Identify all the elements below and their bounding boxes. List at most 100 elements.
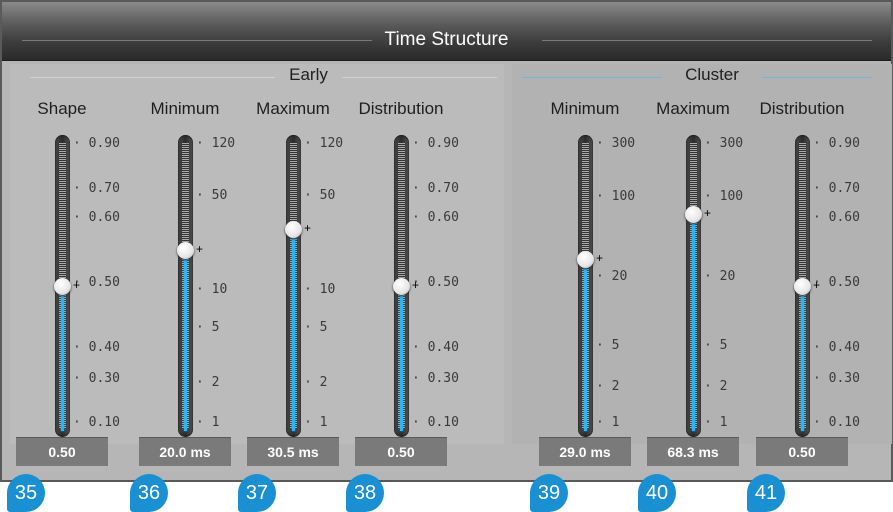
scale-tick-label: · 0.70 bbox=[73, 181, 120, 196]
early-divider-left bbox=[30, 77, 275, 78]
callout-badge: 39 bbox=[530, 474, 568, 512]
scale-tick-label: · 0.60 bbox=[73, 210, 120, 225]
current-value-marker: + bbox=[412, 278, 420, 292]
current-value-marker: + bbox=[813, 278, 821, 292]
cluster-section bbox=[512, 64, 892, 444]
fader-level-fill bbox=[292, 228, 295, 431]
callout-badge: 41 bbox=[747, 474, 785, 512]
scale-tick-label: · 2 bbox=[196, 375, 220, 390]
scale-tick-label: · 0.10 bbox=[412, 415, 459, 430]
cluster-divider-left bbox=[522, 77, 662, 78]
current-value-marker: + bbox=[304, 220, 312, 235]
fader-knob[interactable] bbox=[794, 278, 811, 295]
callout-badge: 40 bbox=[638, 474, 676, 512]
cluster-divider-right bbox=[762, 77, 872, 78]
early-section bbox=[10, 64, 504, 444]
scale-tick-label: · 10 bbox=[196, 282, 228, 297]
scale-tick-label: · 0.10 bbox=[813, 415, 860, 430]
fader-level-fill bbox=[801, 286, 804, 431]
fader-label: Distribution bbox=[358, 99, 444, 118]
scale-tick-label: · 100 bbox=[596, 189, 636, 204]
scale-tick-label: · 0.70 bbox=[813, 181, 860, 196]
fader-track[interactable] bbox=[578, 135, 593, 437]
fader-label: Distribution bbox=[759, 99, 845, 118]
fader-level-fill bbox=[400, 286, 403, 431]
fader-knob[interactable] bbox=[577, 250, 594, 268]
current-value-marker: + bbox=[596, 250, 604, 265]
callout-badge: 35 bbox=[7, 474, 45, 512]
current-value-marker: + bbox=[196, 241, 204, 256]
scale-tick-label: · 120 bbox=[196, 136, 236, 151]
value-display[interactable]: 20.0 ms bbox=[139, 437, 231, 466]
early-divider-right bbox=[342, 77, 497, 78]
value-display[interactable]: 29.0 ms bbox=[539, 437, 631, 466]
cluster-section-title: Cluster bbox=[685, 65, 739, 84]
scale-tick-label: · 10 bbox=[304, 282, 336, 297]
fader-label: Maximum bbox=[656, 99, 730, 118]
current-value-marker: + bbox=[704, 205, 712, 220]
scale-tick-label: · 20 bbox=[704, 269, 736, 284]
value-display[interactable]: 0.50 bbox=[16, 437, 108, 466]
callout-badge: 36 bbox=[130, 474, 168, 512]
fader-track[interactable] bbox=[286, 135, 301, 437]
fader-level-fill bbox=[61, 286, 64, 431]
callout-badge: 38 bbox=[346, 474, 384, 512]
value-display[interactable]: 68.3 ms bbox=[647, 437, 739, 466]
fader-knob[interactable] bbox=[685, 205, 702, 223]
scale-tick-label: · 0.60 bbox=[412, 210, 459, 225]
scale-tick-label: · 2 bbox=[704, 379, 728, 394]
scale-tick-label: · 0.10 bbox=[73, 415, 120, 430]
scale-tick-label: · 0.50 bbox=[73, 275, 120, 290]
scale-tick-label: · 5 bbox=[596, 338, 620, 353]
scale-tick-label: · 300 bbox=[704, 136, 744, 151]
value-display[interactable]: 0.50 bbox=[355, 437, 447, 466]
scale-tick-label: · 2 bbox=[304, 375, 328, 390]
scale-tick-label: · 5 bbox=[304, 320, 328, 335]
scale-tick-label: · 0.90 bbox=[813, 136, 860, 151]
title-divider-left bbox=[22, 40, 372, 41]
fader-knob[interactable] bbox=[393, 278, 410, 295]
scale-tick-label: · 100 bbox=[704, 189, 744, 204]
fader-label: Minimum bbox=[550, 99, 620, 118]
scale-tick-label: · 5 bbox=[196, 320, 220, 335]
scale-tick-label: · 1 bbox=[304, 415, 328, 430]
scale-tick-label: · 0.30 bbox=[73, 371, 120, 386]
scale-tick-label: · 0.60 bbox=[813, 210, 860, 225]
scale-tick-label: · 0.50 bbox=[813, 275, 860, 290]
fader-knob[interactable] bbox=[177, 241, 194, 259]
early-section-title: Early bbox=[289, 65, 328, 84]
fader-knob[interactable] bbox=[285, 220, 302, 238]
fader-level-fill bbox=[184, 249, 187, 431]
scale-tick-label: · 1 bbox=[704, 415, 728, 430]
scale-tick-label: · 0.40 bbox=[73, 340, 120, 355]
value-display[interactable]: 30.5 ms bbox=[247, 437, 339, 466]
fader-level-fill bbox=[692, 213, 695, 431]
fader-label: Shape bbox=[37, 99, 87, 118]
scale-tick-label: · 0.70 bbox=[412, 181, 459, 196]
scale-tick-label: · 50 bbox=[196, 188, 228, 203]
scale-tick-label: · 300 bbox=[596, 136, 636, 151]
value-display[interactable]: 0.50 bbox=[756, 437, 848, 466]
panel-title: Time Structure bbox=[384, 29, 509, 50]
scale-tick-label: · 1 bbox=[196, 415, 220, 430]
fader-label: Minimum bbox=[150, 99, 220, 118]
title-bar: Time Structure bbox=[2, 2, 891, 61]
scale-tick-label: · 0.40 bbox=[412, 340, 459, 355]
scale-tick-label: · 0.30 bbox=[813, 371, 860, 386]
fader-knob[interactable] bbox=[54, 278, 71, 295]
scale-tick-label: · 0.30 bbox=[412, 371, 459, 386]
title-divider-right bbox=[542, 40, 872, 41]
scale-tick-label: · 20 bbox=[596, 269, 628, 284]
fader-label: Maximum bbox=[256, 99, 330, 118]
scale-tick-label: · 5 bbox=[704, 338, 728, 353]
scale-tick-label: · 0.50 bbox=[412, 275, 459, 290]
fader-track[interactable] bbox=[686, 135, 701, 437]
scale-tick-label: · 0.90 bbox=[412, 136, 459, 151]
current-value-marker: + bbox=[73, 278, 81, 292]
scale-tick-label: · 50 bbox=[304, 188, 336, 203]
callout-badge: 37 bbox=[238, 474, 276, 512]
scale-tick-label: · 2 bbox=[596, 379, 620, 394]
fader-level-fill bbox=[584, 258, 587, 431]
scale-tick-label: · 0.40 bbox=[813, 340, 860, 355]
fader-track[interactable] bbox=[178, 135, 193, 437]
